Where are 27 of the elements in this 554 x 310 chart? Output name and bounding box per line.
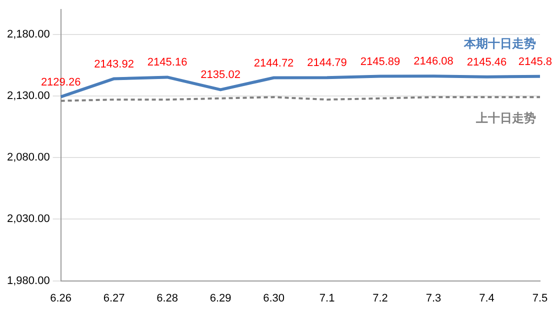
- x-tick-label: 7.4: [479, 292, 494, 304]
- x-tick-label: 7.1: [319, 292, 335, 304]
- x-tick-label: 6.29: [210, 292, 232, 304]
- data-label: 2145.46: [466, 56, 507, 68]
- data-label: 2145.16: [147, 56, 188, 69]
- data-label: 2143.92: [94, 58, 134, 70]
- y-tick-label: 2,130.00: [6, 90, 50, 102]
- x-tick-label: 6.30: [263, 292, 284, 304]
- x-tick-label: 6.26: [50, 292, 72, 304]
- y-tick-label: 2,180.00: [6, 28, 50, 40]
- x-tick-label: 6.28: [156, 292, 178, 304]
- y-tick-label: 1,980.00: [6, 274, 50, 287]
- data-label: 2135.02: [200, 69, 240, 82]
- text: 本期十日走势: [463, 36, 536, 51]
- data-label: 2144.79: [307, 57, 347, 70]
- x-tick-label: 7.5: [532, 292, 548, 304]
- x-tick-label: 7.3: [426, 292, 442, 304]
- y-tick-label: 2,080.00: [6, 152, 50, 164]
- y-tick-label: 2,030.00: [6, 213, 50, 226]
- data-label: 2129.26: [40, 76, 81, 88]
- data-label: 2145.8: [518, 56, 552, 68]
- data-label: 2145.89: [360, 56, 400, 68]
- series-label: 上十日走势: [475, 111, 536, 126]
- data-label: 2144.72: [254, 57, 294, 70]
- x-tick-label: 6.27: [103, 292, 125, 304]
- data-label: 2146.08: [414, 56, 454, 68]
- x-tick-label: 7.2: [372, 292, 388, 304]
